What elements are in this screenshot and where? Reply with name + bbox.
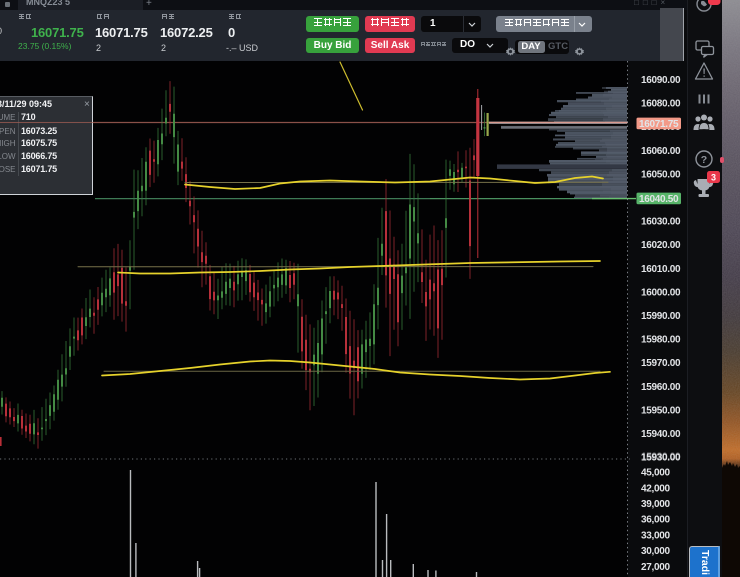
svg-text:15970.00: 15970.00	[641, 358, 681, 369]
svg-text:16020.00: 16020.00	[641, 240, 681, 251]
svg-text:?: ?	[701, 154, 707, 166]
svg-text:15930.00: 15930.00	[641, 452, 681, 463]
svg-text:15960.00: 15960.00	[641, 382, 681, 393]
svg-text:33,000: 33,000	[641, 530, 671, 541]
svg-text:39,000: 39,000	[641, 499, 671, 510]
svg-text:42,000: 42,000	[641, 483, 671, 494]
svg-text:16010.00: 16010.00	[641, 264, 681, 275]
svg-text:16030.00: 16030.00	[641, 217, 681, 228]
svg-text:15980.00: 15980.00	[641, 335, 681, 346]
svg-text:16000.00: 16000.00	[641, 287, 681, 298]
svg-text:15930.00: 15930.00	[641, 453, 681, 464]
svg-text:16060.00: 16060.00	[641, 146, 681, 157]
svg-text:30,000: 30,000	[641, 546, 671, 557]
svg-text:16040.50: 16040.50	[639, 194, 679, 205]
svg-text:36,000: 36,000	[641, 515, 671, 526]
svg-text:15940.00: 15940.00	[641, 429, 681, 440]
svg-text:3: 3	[711, 173, 716, 183]
svg-text:16080.00: 16080.00	[641, 99, 681, 110]
svg-text:15990.00: 15990.00	[641, 311, 681, 322]
svg-text:27,000: 27,000	[641, 562, 671, 573]
svg-text:16050.00: 16050.00	[641, 169, 681, 180]
svg-text:16090.00: 16090.00	[641, 75, 681, 86]
svg-text:16071.75: 16071.75	[639, 119, 679, 130]
svg-text:45,000: 45,000	[641, 468, 671, 479]
svg-text:15950.00: 15950.00	[641, 405, 681, 416]
